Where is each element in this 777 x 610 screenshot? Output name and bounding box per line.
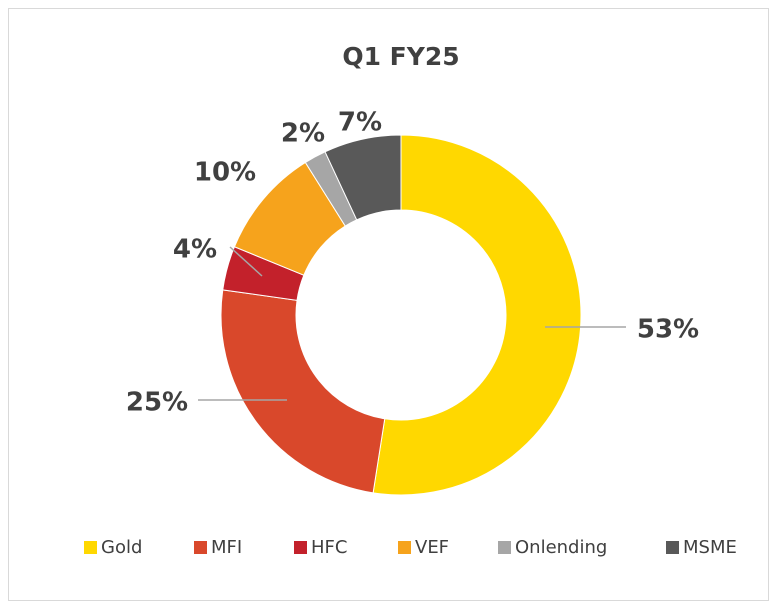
data-label: 10% <box>194 158 256 188</box>
leader-line <box>229 246 263 277</box>
data-label: 4% <box>173 235 217 265</box>
legend-swatch <box>398 541 411 554</box>
chart-title: Q1 FY25 <box>342 42 459 71</box>
donut-slice <box>220 289 386 494</box>
legend-swatch <box>294 541 307 554</box>
data-label: 25% <box>126 388 188 418</box>
legend-swatch <box>194 541 207 554</box>
donut-slice <box>324 134 402 221</box>
legend-swatch <box>498 541 511 554</box>
legend-label: Gold <box>101 537 142 558</box>
legend-label: HFC <box>311 537 347 558</box>
legend-swatch <box>84 541 97 554</box>
data-label: 2% <box>281 119 325 149</box>
legend-label: MSME <box>683 537 737 558</box>
legend-label: VEF <box>415 537 449 558</box>
legend-label: MFI <box>211 537 242 558</box>
data-label: 53% <box>637 315 699 345</box>
donut-slice <box>372 134 582 496</box>
data-label: 7% <box>338 108 382 138</box>
chart-frame <box>8 8 769 601</box>
legend-label: Onlending <box>515 537 607 558</box>
legend-swatch <box>666 541 679 554</box>
